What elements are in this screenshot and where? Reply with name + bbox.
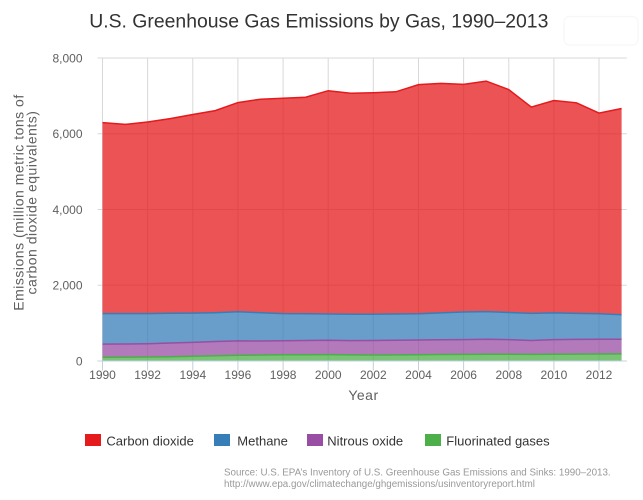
svg-text:4,000: 4,000: [52, 203, 82, 217]
svg-text:8,000: 8,000: [52, 51, 82, 65]
svg-text:Emissions (million metric tons: Emissions (million metric tons ofcarbon …: [11, 94, 40, 310]
svg-text:2006: 2006: [450, 368, 477, 382]
svg-text:Carbon dioxide: Carbon dioxide: [106, 434, 193, 449]
svg-text:Fluorinated gases: Fluorinated gases: [446, 434, 550, 449]
svg-text:6,000: 6,000: [52, 127, 82, 141]
svg-text:Year: Year: [348, 387, 378, 403]
svg-text:U.S. Greenhouse Gas Emissions: U.S. Greenhouse Gas Emissions by Gas, 19…: [89, 11, 548, 33]
svg-text:2,000: 2,000: [52, 279, 82, 293]
svg-text:1996: 1996: [225, 368, 252, 382]
svg-text:2012: 2012: [586, 368, 613, 382]
svg-text:1990: 1990: [89, 368, 116, 382]
svg-text:http://www.epa.gov/climatechan: http://www.epa.gov/climatechange/ghgemis…: [224, 479, 535, 490]
svg-text:Nitrous oxide: Nitrous oxide: [327, 434, 403, 449]
svg-text:2000: 2000: [315, 368, 342, 382]
svg-text:2002: 2002: [360, 368, 387, 382]
svg-text:1994: 1994: [179, 368, 206, 382]
svg-text:2004: 2004: [405, 368, 432, 382]
svg-text:Methane: Methane: [237, 434, 288, 449]
svg-text:2008: 2008: [495, 368, 522, 382]
svg-text:1992: 1992: [134, 368, 161, 382]
svg-text:2010: 2010: [541, 368, 568, 382]
svg-text:Source: U.S. EPA’s Inventory o: Source: U.S. EPA’s Inventory of U.S. Gre…: [224, 468, 611, 479]
svg-text:1998: 1998: [270, 368, 297, 382]
svg-text:0: 0: [76, 354, 83, 368]
